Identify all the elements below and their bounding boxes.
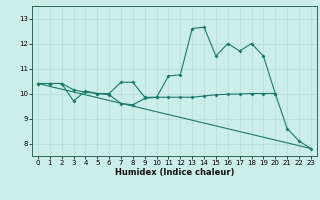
X-axis label: Humidex (Indice chaleur): Humidex (Indice chaleur) [115,168,234,177]
